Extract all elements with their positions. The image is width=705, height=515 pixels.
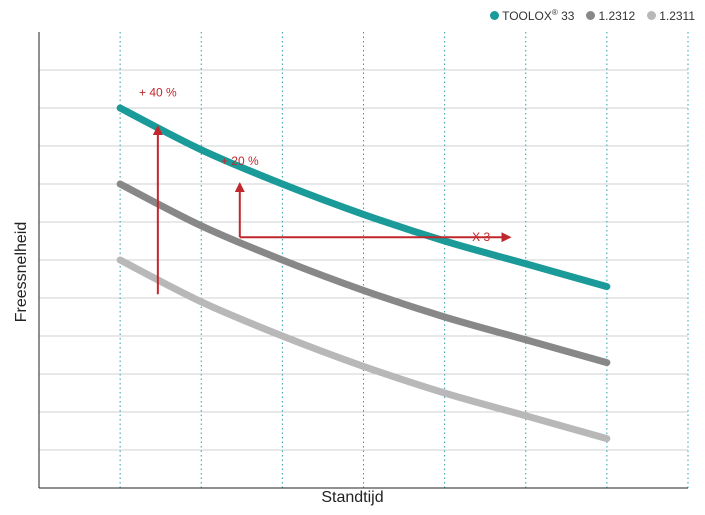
- legend-label-toolox: TOOLOX® 33: [502, 8, 575, 23]
- series-line-1-2311: [116, 256, 611, 443]
- grid: [39, 32, 689, 488]
- series-layer: [116, 104, 611, 443]
- legend-item-1-2312: 1.2312: [586, 9, 635, 23]
- legend-item-toolox: TOOLOX® 33: [490, 8, 574, 23]
- y-axis-title: Freessnelheid: [13, 221, 30, 323]
- legend-marker-1-2312: [586, 11, 596, 20]
- legend-marker-toolox: [490, 11, 500, 20]
- annotation-plus-20: + 20 %: [221, 154, 259, 168]
- legend-marker-1-2311: [647, 11, 657, 20]
- arrow-layer: [152, 125, 512, 295]
- annotation-plus-40: + 40 %: [139, 86, 177, 100]
- legend-label-1-2311: 1.2311: [659, 8, 695, 23]
- series-line-1-2312: [116, 180, 611, 367]
- legend: TOOLOX® 33 1.2312 1.2311: [490, 8, 695, 23]
- series-line-toolox-33: [116, 104, 611, 291]
- legend-label-1-2312: 1.2312: [598, 8, 636, 23]
- annotation-layer: + 40 % + 20 % X 3: [139, 86, 490, 244]
- axes: [38, 32, 688, 489]
- legend-item-1-2311: 1.2311: [647, 9, 695, 23]
- x-axis-title: Standtijd: [321, 489, 384, 506]
- annotation-x3: X 3: [472, 230, 490, 244]
